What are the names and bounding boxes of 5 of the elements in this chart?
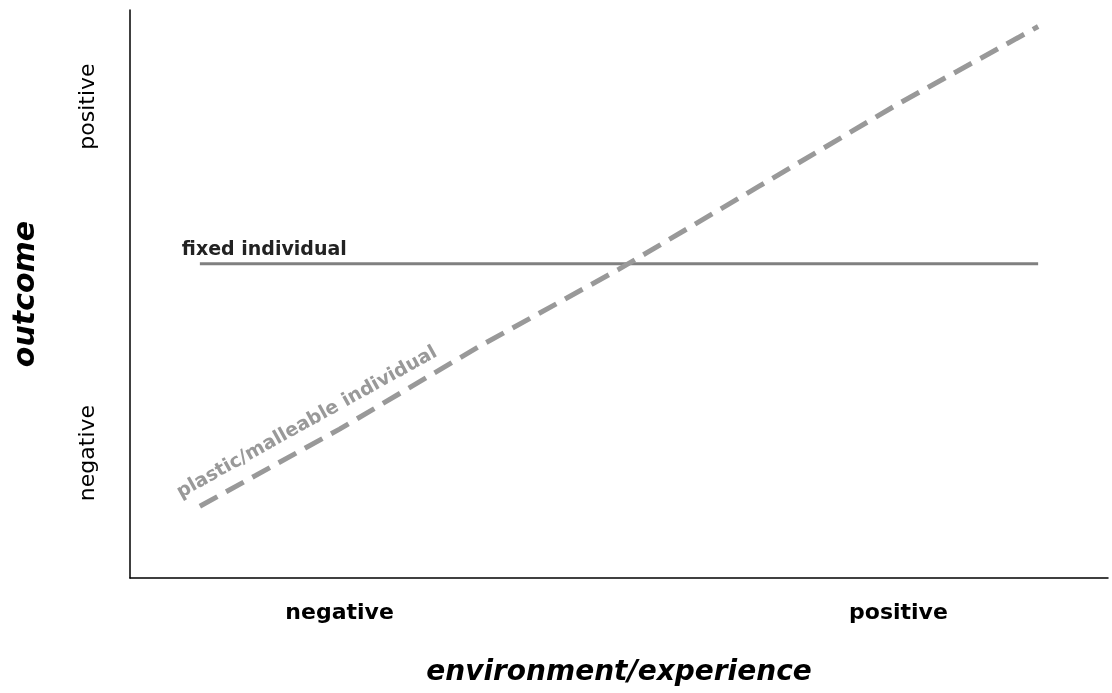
x-axis-title: environment/experience (426, 653, 812, 687)
annotation: fixed individual (181, 237, 347, 260)
text: positive (73, 63, 99, 150)
y-axis-title: outcome (5, 220, 41, 368)
text: negative (73, 404, 99, 502)
